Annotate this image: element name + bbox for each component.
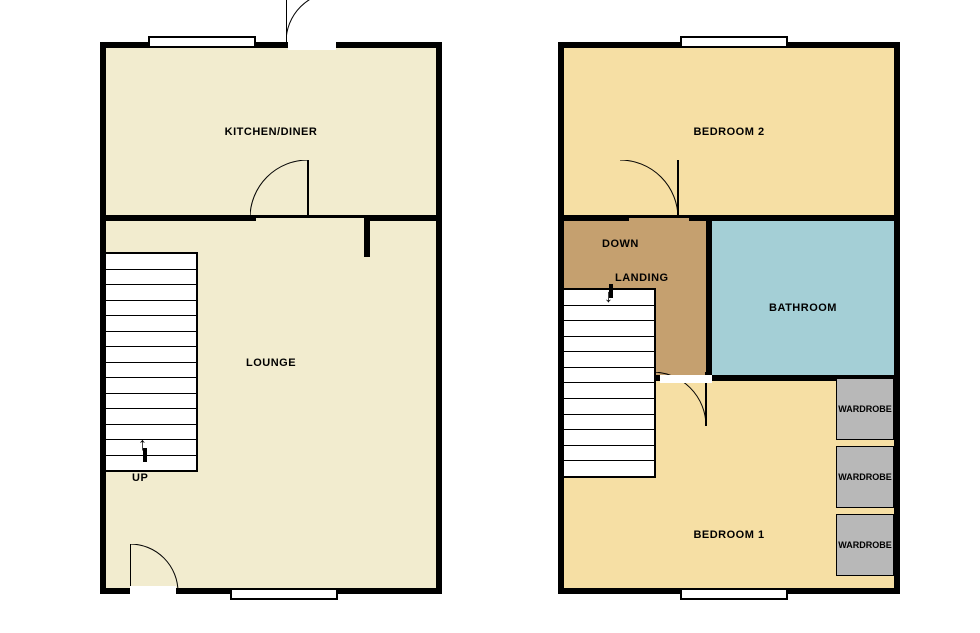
stairs-first [564,288,656,478]
stairs-down-label: DOWN [602,238,639,250]
stairs-up-label: UP [132,472,148,484]
ground-floor-outline: KITCHEN/DINER LOUNGE [100,42,442,594]
wall-segment [106,215,256,221]
first-floor-outline: BEDROOM 2 BATHROOM BEDROOM 1 [558,42,900,594]
floorplan-canvas: KITCHEN/DINER LOUNGE [0,0,980,633]
wardrobe: WARDROBE [836,514,894,576]
window [680,36,788,48]
wardrobe-label: WARDROBE [838,404,892,414]
room-bathroom: BATHROOM [709,218,894,378]
door-arc [250,160,314,224]
wardrobe: WARDROBE [836,446,894,508]
room-label: BEDROOM 1 [693,529,764,541]
wall-segment [364,215,436,221]
room-label: BEDROOM 2 [693,126,764,138]
room-label: LOUNGE [246,357,296,369]
room-label: KITCHEN/DINER [225,126,318,138]
wall-segment [689,215,894,221]
up-arrow-shaft [143,448,147,462]
wall-segment [364,215,370,257]
window [148,36,256,48]
window [680,588,788,600]
window [230,588,338,600]
wardrobe-label: WARDROBE [838,472,892,482]
door-gap [288,38,336,50]
wardrobe: WARDROBE [836,378,894,440]
door-arc [620,160,684,224]
down-arrow-shaft [609,284,613,298]
stairs-ground [106,252,198,472]
room-label: BATHROOM [769,302,837,314]
landing-label: LANDING [615,272,669,284]
wardrobe-label: WARDROBE [838,540,892,550]
door-gap [130,586,176,598]
door-gap [660,375,712,383]
room-bedroom-2: BEDROOM 2 [564,48,894,218]
